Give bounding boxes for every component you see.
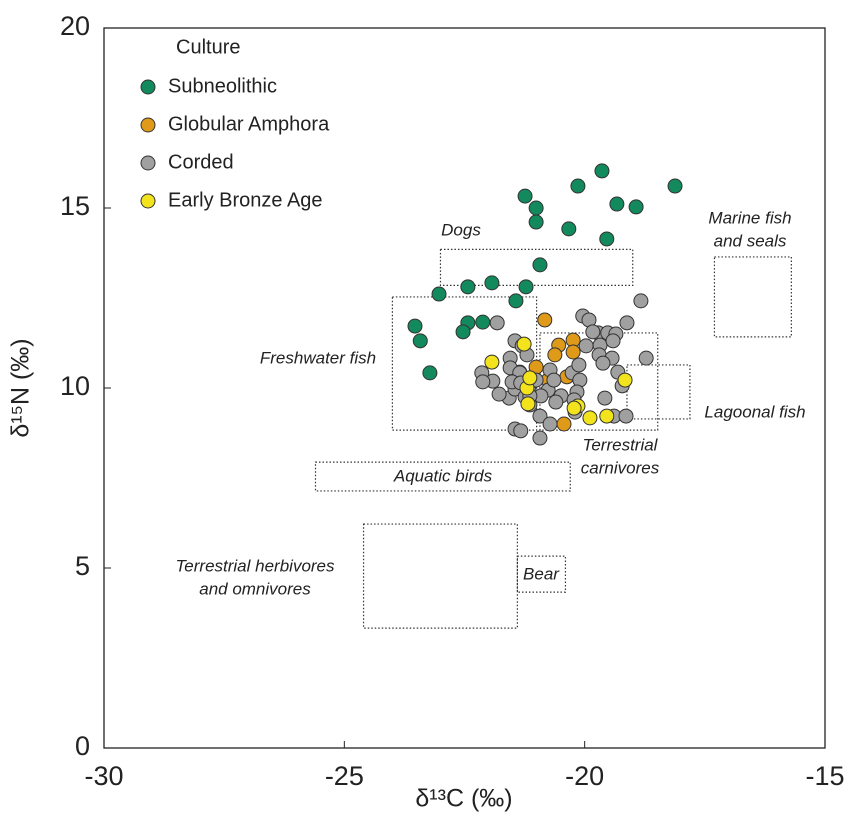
- data-point: [412, 333, 428, 349]
- region-label: Terrestrial herbivores: [175, 556, 335, 575]
- data-point: [617, 372, 633, 388]
- data-point: [633, 293, 649, 309]
- data-point: [609, 196, 625, 212]
- x-tick-label: -30: [84, 761, 123, 791]
- data-point: [528, 214, 544, 230]
- region-label: Lagoonal fish: [704, 402, 805, 421]
- data-point: [546, 372, 562, 388]
- data-point: [491, 386, 507, 402]
- region-label: and omnivores: [199, 579, 311, 598]
- x-tick-label: -20: [565, 761, 604, 791]
- data-point: [484, 354, 500, 370]
- region-label: Bear: [523, 564, 560, 583]
- y-tick-label: 10: [60, 371, 90, 401]
- data-point: [537, 312, 553, 328]
- data-point: [599, 408, 615, 424]
- data-point: [605, 333, 621, 349]
- region-label: Terrestrial: [583, 435, 659, 454]
- data-point: [422, 365, 438, 381]
- data-point: [582, 410, 598, 426]
- data-point: [571, 357, 587, 373]
- region-label: Marine fish: [708, 208, 791, 227]
- data-point: [518, 279, 534, 295]
- legend-label: Globular Amphora: [168, 113, 330, 135]
- data-point: [561, 221, 577, 237]
- y-tick-label: 20: [60, 11, 90, 41]
- data-point: [508, 293, 524, 309]
- region-box: [439, 248, 634, 286]
- x-axis-title: δ¹³C (‰): [415, 785, 512, 813]
- region-label: Aquatic birds: [393, 466, 493, 485]
- data-point: [532, 408, 548, 424]
- data-point: [595, 355, 611, 371]
- data-point: [516, 336, 532, 352]
- data-point: [548, 394, 564, 410]
- data-point: [566, 400, 582, 416]
- legend-title: Culture: [176, 36, 240, 58]
- region-label: and seals: [714, 231, 787, 250]
- legend-marker: [140, 193, 156, 209]
- data-point: [594, 163, 610, 179]
- data-point: [460, 279, 476, 295]
- data-point: [455, 324, 471, 340]
- y-tick-label: 5: [75, 551, 90, 581]
- data-point: [475, 374, 491, 390]
- x-tick-label: -25: [325, 761, 364, 791]
- region-box: [626, 364, 691, 420]
- region-box: [713, 256, 792, 338]
- data-point: [667, 178, 683, 194]
- plot-frame: [103, 27, 826, 749]
- legend-marker: [140, 155, 156, 171]
- data-point: [599, 231, 615, 247]
- data-point: [547, 347, 563, 363]
- legend-label: Early Bronze Age: [168, 189, 323, 211]
- data-point: [431, 286, 447, 302]
- data-point: [528, 200, 544, 216]
- data-point: [570, 178, 586, 194]
- data-point: [475, 314, 491, 330]
- data-point: [565, 344, 581, 360]
- legend-label: Corded: [168, 151, 234, 173]
- region-label: Freshwater fish: [260, 348, 376, 367]
- data-point: [407, 318, 423, 334]
- data-point: [638, 350, 654, 366]
- region-box: [539, 332, 659, 431]
- data-point: [489, 315, 505, 331]
- data-point: [619, 315, 635, 331]
- y-tick-label: 0: [75, 731, 90, 761]
- data-point: [542, 416, 558, 432]
- data-point: [532, 257, 548, 273]
- data-point: [484, 275, 500, 291]
- data-point: [513, 423, 529, 439]
- data-point: [578, 338, 594, 354]
- data-point: [628, 199, 644, 215]
- x-tick-label: -15: [805, 761, 844, 791]
- y-tick-label: 15: [60, 191, 90, 221]
- y-axis-title: δ¹⁵N (‰): [7, 338, 35, 437]
- data-point: [517, 188, 533, 204]
- region-label: Dogs: [441, 220, 481, 239]
- data-point: [556, 416, 572, 432]
- data-point: [522, 370, 538, 386]
- legend-marker: [140, 117, 156, 133]
- data-point: [618, 408, 634, 424]
- data-point: [597, 390, 613, 406]
- region-label: carnivores: [581, 458, 660, 477]
- region-box: [314, 461, 571, 492]
- legend-label: Subneolithic: [168, 75, 277, 97]
- data-point: [520, 396, 536, 412]
- region-box: [362, 523, 518, 629]
- data-point: [585, 324, 601, 340]
- data-point: [532, 430, 548, 446]
- legend-marker: [140, 79, 156, 95]
